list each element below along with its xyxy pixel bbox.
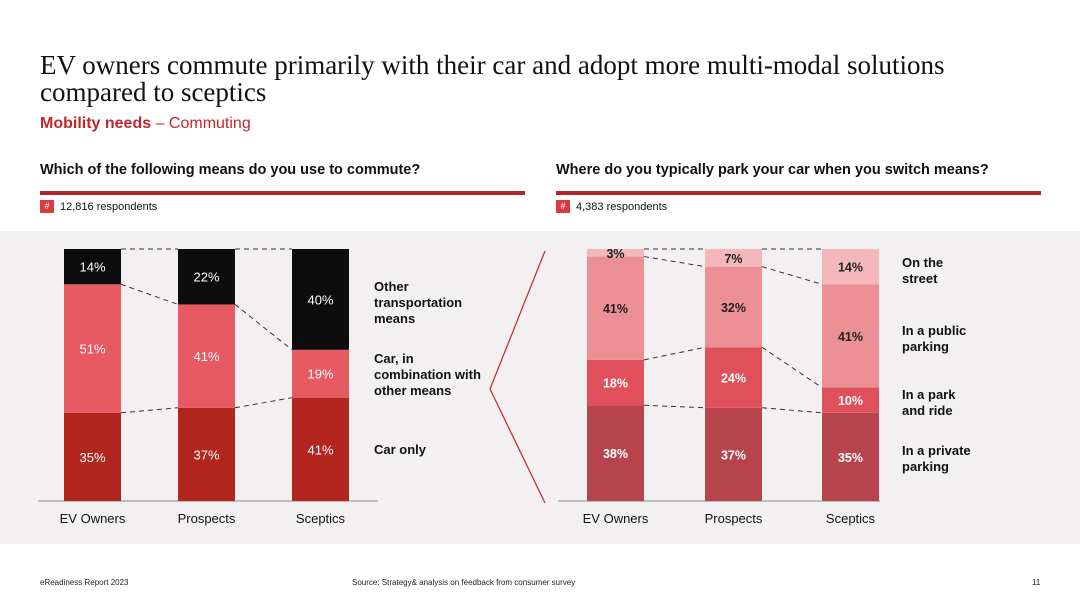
right-respondents: #4,383 respondents: [556, 200, 667, 213]
subtitle-bold: Mobility needs: [40, 115, 152, 132]
data-label-1-1-1: 24%: [721, 372, 746, 386]
data-label-1-0-3: 3%: [606, 247, 624, 261]
bar-0-0-1: [64, 284, 121, 413]
connector-0-0-0: [120, 407, 179, 414]
data-label-0-0-1: 51%: [79, 342, 105, 357]
legend-left-car-only: Car only: [374, 442, 427, 457]
data-label-0-2-2: 40%: [307, 292, 333, 307]
bar-1-2-1: [822, 387, 879, 413]
data-label-1-2-2: 41%: [838, 330, 863, 344]
bar-0-1-1: [178, 304, 235, 408]
footer-page-number: 11: [1032, 578, 1041, 587]
bar-1-0-1: [587, 359, 644, 406]
left-question: Which of the following means do you use …: [40, 162, 421, 178]
left-respondents: #12,816 respondents: [40, 200, 157, 213]
category-label-0-2: Sceptics: [296, 511, 346, 526]
legend-left-combination: Car, in combination with other means: [374, 351, 481, 398]
data-label-1-0-1: 18%: [603, 377, 628, 391]
category-label-1-0: EV Owners: [583, 511, 649, 526]
data-label-0-2-0: 41%: [307, 442, 333, 457]
right-respondents-text: 4,383 respondents: [576, 200, 668, 213]
data-label-1-2-1: 10%: [838, 394, 863, 408]
bar-1-1-0: [705, 407, 762, 501]
bar-1-2-3: [822, 249, 879, 285]
data-label-1-0-2: 41%: [603, 302, 628, 316]
footer-report-name: eReadiness Report 2023: [40, 578, 129, 587]
bar-1-2-0: [822, 412, 879, 501]
legend-right-public: In a public parking: [902, 323, 967, 354]
bar-0-0-2: [64, 249, 121, 285]
footer-source: Source: Strategy& analysis on feedback f…: [352, 578, 576, 587]
bar-1-0-0: [587, 405, 644, 501]
bar-0-2-2: [292, 249, 349, 350]
left-divider: [40, 191, 525, 195]
bracket-line-top: [489, 250, 546, 390]
bar-1-1-2: [705, 266, 762, 348]
category-label-0-0: EV Owners: [60, 511, 126, 526]
right-divider: [556, 191, 1041, 195]
bar-1-1-3: [705, 249, 762, 267]
legend-right-park-ride: In a park and ride: [902, 387, 956, 418]
bar-0-0-0: [64, 412, 121, 501]
bar-1-0-3: [587, 249, 644, 257]
bar-0-2-0: [292, 397, 349, 501]
subtitle-rest: – Commuting: [151, 115, 251, 132]
data-label-0-2-1: 19%: [307, 367, 333, 382]
bar-0-2-1: [292, 349, 349, 398]
data-label-1-0-0: 38%: [603, 447, 628, 461]
bar-1-1-1: [705, 347, 762, 408]
page-subtitle: Mobility needs – Commuting: [40, 115, 251, 133]
bar-0-1-0: [178, 407, 235, 501]
data-label-1-2-3: 14%: [838, 261, 863, 275]
category-label-0-1: Prospects: [178, 511, 236, 526]
data-label-0-1-2: 22%: [193, 270, 219, 285]
data-label-0-0-0: 35%: [79, 450, 105, 465]
connector-1-0-2: [643, 256, 706, 268]
data-label-1-2-0: 35%: [838, 451, 863, 465]
hash-icon: #: [556, 200, 570, 213]
connector-1-1-2: [761, 266, 823, 285]
hash-icon: #: [40, 200, 54, 213]
data-label-0-1-0: 37%: [193, 447, 219, 462]
category-label-1-1: Prospects: [705, 511, 763, 526]
legend-left-other: Other transportation means: [374, 279, 463, 326]
legend-right-private: In a private parking: [902, 443, 971, 474]
connector-0-1-0: [234, 397, 293, 409]
data-label-1-1-0: 37%: [721, 448, 746, 462]
connector-0-1-1: [234, 304, 293, 351]
bar-1-0-2: [587, 256, 644, 360]
bar-1-2-2: [822, 284, 879, 388]
connector-0-0-1: [120, 283, 179, 305]
data-label-0-0-2: 14%: [79, 260, 105, 275]
connector-1-1-1: [761, 346, 823, 389]
bar-0-1-2: [178, 249, 235, 305]
data-label-1-1-3: 7%: [724, 252, 742, 266]
charts-svg: 35% 51% 14% EV Owners 37% 41% 22% Prospects 41% 1…: [38, 247, 880, 526]
category-label-1-2: Sceptics: [826, 511, 876, 526]
bracket-line-bottom: [489, 388, 546, 504]
connector-1-0-1: [643, 346, 706, 361]
page-title: EV owners commute primarily with their c…: [40, 50, 945, 107]
right-question: Where do you typically park your car whe…: [556, 162, 989, 178]
connector-1-1-0: [761, 407, 823, 414]
data-label-1-1-2: 32%: [721, 301, 746, 315]
data-label-0-1-1: 41%: [193, 349, 219, 364]
legend-right-street: On the street: [902, 255, 944, 286]
left-respondents-text: 12,816 respondents: [60, 200, 158, 213]
connector-1-0-0: [643, 404, 706, 409]
